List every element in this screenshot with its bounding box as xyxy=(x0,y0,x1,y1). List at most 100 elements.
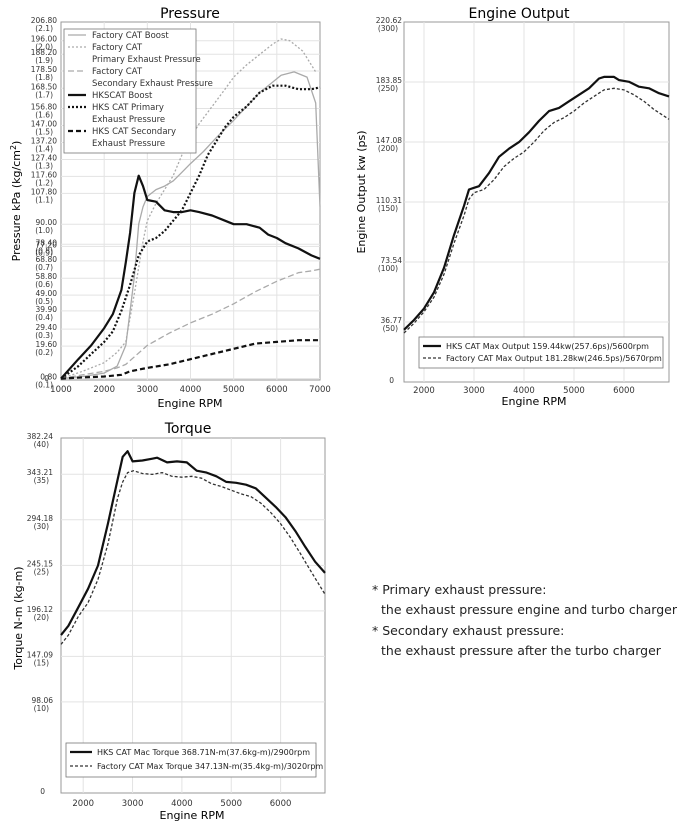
y-tick-label: 0 xyxy=(389,376,394,385)
y-tick-label: 77.20 xyxy=(36,240,58,249)
output-chart: Engine Output 220.62(300) 183.85(250) 147.… xyxy=(355,6,670,408)
output-series-line-1 xyxy=(403,75,670,331)
legend-label-cont: Secondary Exhaust Pressure xyxy=(92,79,213,89)
y-tick-sublabel: (150) xyxy=(378,204,398,213)
y-tick-label: 168.50 xyxy=(31,82,57,91)
y-tick-sublabel: (300) xyxy=(378,24,398,33)
note-secondary-title: * Secondary exhaust pressure: xyxy=(372,623,565,638)
x-tick-label: 2000 xyxy=(72,799,94,809)
y-tick-label: 196.12 xyxy=(27,605,53,614)
y-tick-label: 19.60 xyxy=(36,340,58,349)
y-tick-sublabel: (1.8) xyxy=(35,73,53,82)
y-tick-label: 156.80 xyxy=(31,103,57,112)
pressure-x-ticks: 1000 2000 3000 4000 5000 6000 7000 xyxy=(50,385,331,395)
y-tick-label: 147.08 xyxy=(376,136,402,145)
pressure-x-axis-label: Engine RPM xyxy=(158,397,223,410)
y-tick-sublabel: (2.1) xyxy=(35,24,53,33)
y-tick-label: 73.54 xyxy=(381,256,403,265)
torque-chart: Torque 382.24(40) 343.21(35) 294.18(30) 245… xyxy=(12,421,326,822)
x-tick-label: 3000 xyxy=(122,799,144,809)
y-tick-label: 78.40 xyxy=(36,238,58,247)
pressure-legend-entries: Factory CAT Boost Factory CAT Primary Exha… xyxy=(68,31,213,149)
y-tick-sublabel: (2.0) xyxy=(35,43,53,52)
y-tick-sublabel: (30) xyxy=(34,522,49,531)
y-tick-label: 36.77 xyxy=(381,316,403,325)
y-tick-label: 220.62 xyxy=(376,16,402,25)
y-tick-sublabel: (1.9) xyxy=(35,56,53,65)
torque-legend xyxy=(65,742,317,778)
y-tick-label: 188.20 xyxy=(31,48,57,57)
legend-label-cont: Exhaust Pressure xyxy=(92,139,165,149)
pressure-legend xyxy=(63,28,197,154)
output-legend xyxy=(418,336,664,369)
y-tick-label: 49.00 xyxy=(36,289,58,298)
y-tick-sublabel: (0.9) xyxy=(35,248,53,257)
y-tick-sublabel: (1.5) xyxy=(35,128,53,137)
output-legend-entries: HKS CAT Max Output 159.44kw(257.6ps)/560… xyxy=(423,342,662,363)
legend-label: Factory CAT xyxy=(92,43,143,53)
y-tick-sublabel: (0.1) xyxy=(35,381,53,390)
x-tick-label: 2000 xyxy=(93,385,115,395)
output-y-axis-label: Engine Output kw (ps) xyxy=(355,130,368,253)
torque-plot-frame xyxy=(60,437,326,794)
pressure-series-line-6 xyxy=(60,339,320,380)
y-tick-sublabel: (1.2) xyxy=(35,178,53,187)
pressure-y-axis-label: Pressure kPa (kg/cm2) xyxy=(9,141,23,262)
legend-label-cont: Exhaust Pressure xyxy=(92,115,165,125)
legend-label-cont: Primary Exhaust Pressure xyxy=(92,55,201,65)
y-tick-sublabel: (0.8) xyxy=(35,246,53,255)
y-tick-sublabel: (35) xyxy=(34,476,49,485)
y-tick-sublabel: (0.4) xyxy=(35,313,53,322)
x-tick-label: 3000 xyxy=(137,385,159,395)
y-tick-sublabel: (25) xyxy=(34,567,49,576)
y-tick-sublabel: (40) xyxy=(34,440,49,449)
y-tick-sublabel: (1.0) xyxy=(35,226,53,235)
y-tick-label: 0.80 xyxy=(40,373,57,382)
x-tick-label: 6000 xyxy=(613,386,635,396)
y-tick-sublabel: (1.3) xyxy=(35,161,53,170)
torque-y-ticks: 382.24(40) 343.21(35) 294.18(30) 245.15(25)… xyxy=(27,432,53,796)
pressure-series-line-5 xyxy=(60,84,321,380)
torque-series xyxy=(60,450,326,645)
y-tick-label: 382.24 xyxy=(27,432,53,441)
y-tick-label: 294.18 xyxy=(27,514,53,523)
pressure-series xyxy=(60,38,321,380)
x-tick-label: 6000 xyxy=(266,385,288,395)
pressure-title: Pressure xyxy=(160,6,220,22)
y-tick-label: 147.09 xyxy=(27,650,53,659)
x-tick-label: 6000 xyxy=(270,799,292,809)
x-tick-label: 7000 xyxy=(309,385,331,395)
y-tick-sublabel: (1.7) xyxy=(35,90,53,99)
y-tick-sublabel: (50) xyxy=(383,324,398,333)
x-tick-label: 1000 xyxy=(50,385,72,395)
torque-x-axis-label: Engine RPM xyxy=(160,809,225,822)
torque-series-line-2 xyxy=(60,470,326,645)
torque-grid xyxy=(61,438,325,793)
y-tick-label: 245.15 xyxy=(27,559,53,568)
legend-label: HKSCAT Boost xyxy=(92,91,153,101)
y-tick-sublabel: (0.7) xyxy=(35,263,53,272)
y-tick-sublabel: (0.5) xyxy=(35,297,53,306)
output-y-ticks: 220.62(300)183.85(250)147.08(200)110.31(… xyxy=(376,16,402,385)
y-tick-sublabel: (0.6) xyxy=(35,280,53,289)
y-tick-sublabel: (10) xyxy=(34,704,49,713)
output-title: Engine Output xyxy=(468,6,570,22)
legend-label: Factory CAT Max Torque 347.13N-m(35.4kg-… xyxy=(97,762,323,771)
output-x-ticks: 2000 3000 4000 5000 6000 xyxy=(413,386,635,396)
pressure-series-line-4 xyxy=(60,174,321,380)
x-tick-label: 4000 xyxy=(171,799,193,809)
y-tick-sublabel: (100) xyxy=(378,264,398,273)
pressure-series-line-1 xyxy=(60,71,321,380)
legend-label: Factory CAT Boost xyxy=(92,31,169,41)
y-tick-label: 58.80 xyxy=(36,272,58,281)
pressure-series-line-2 xyxy=(60,38,317,380)
x-tick-label: 3000 xyxy=(463,386,485,396)
note-secondary-text: the exhaust pressure after the turbo cha… xyxy=(381,643,661,658)
y-tick-label: 196.00 xyxy=(31,35,57,44)
y-tick-label: 127.40 xyxy=(31,153,57,162)
legend-label: HKS CAT Primary xyxy=(92,103,164,113)
legend-label: HKS CAT Secondary xyxy=(92,127,176,137)
y-tick-label: 183.85 xyxy=(376,76,402,85)
y-tick-sublabel: (15) xyxy=(34,658,49,667)
